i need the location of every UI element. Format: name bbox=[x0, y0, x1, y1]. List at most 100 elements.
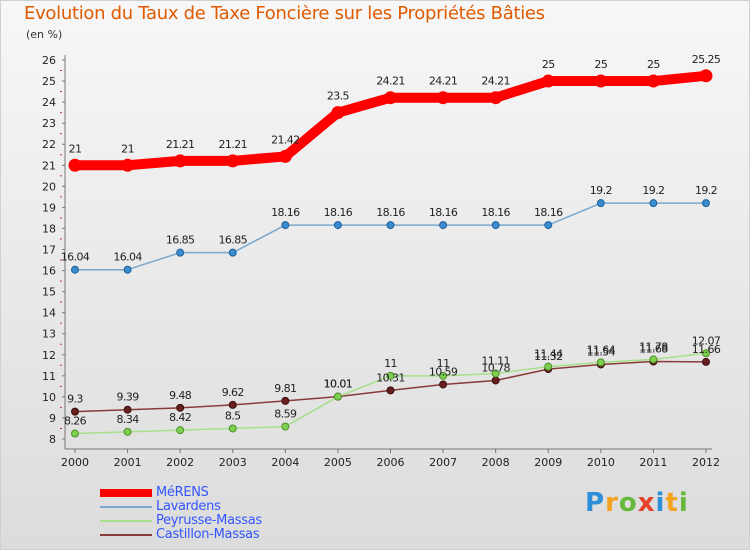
data-point-lavardens bbox=[702, 199, 710, 208]
data-label-merens: 25.25 bbox=[692, 53, 721, 66]
data-label-lavardens: 16.85 bbox=[166, 234, 195, 247]
logo-letter: P bbox=[585, 488, 606, 518]
logo-letter: i bbox=[678, 488, 689, 518]
data-label-castillon-massas: 10.31 bbox=[376, 371, 405, 384]
data-point-castillon-massas bbox=[71, 407, 79, 416]
data-point-peyrusse-massas bbox=[544, 362, 553, 371]
y-tick-label: 8 bbox=[49, 433, 56, 446]
data-label-merens: 24.21 bbox=[376, 75, 405, 88]
y-tick-label: 13 bbox=[42, 328, 56, 341]
x-tick-label: 2001 bbox=[114, 456, 142, 469]
data-label-lavardens: 16.04 bbox=[61, 251, 90, 264]
data-label-peyrusse-massas: 8.59 bbox=[274, 408, 297, 421]
data-point-merens bbox=[121, 158, 135, 172]
data-label-lavardens: 18.16 bbox=[271, 206, 300, 219]
y-tick-label: 15 bbox=[42, 286, 56, 299]
data-point-lavardens bbox=[596, 199, 605, 208]
data-point-peyrusse-massas bbox=[386, 371, 395, 380]
data-label-castillon-massas: 9.62 bbox=[222, 386, 244, 399]
logo-letter: x bbox=[637, 488, 656, 518]
x-tick-label: 2009 bbox=[534, 456, 562, 469]
logo-letter: i bbox=[655, 488, 666, 518]
data-label-castillon-massas: 10.78 bbox=[481, 361, 510, 374]
data-point-lavardens bbox=[123, 265, 132, 274]
legend-label: Lavardens bbox=[156, 499, 221, 514]
data-label-lavardens: 19.2 bbox=[590, 184, 612, 197]
data-point-lavardens bbox=[386, 221, 395, 230]
data-label-castillon-massas: 11.32 bbox=[534, 350, 563, 363]
data-point-merens bbox=[68, 158, 82, 172]
data-label-merens: 21.21 bbox=[166, 138, 195, 151]
data-point-merens bbox=[594, 74, 608, 88]
data-point-merens bbox=[646, 74, 660, 88]
y-tick-label: 12 bbox=[42, 349, 56, 362]
data-point-peyrusse-massas bbox=[439, 371, 448, 380]
data-label-merens: 21.21 bbox=[219, 138, 248, 151]
data-label-lavardens: 18.16 bbox=[429, 206, 458, 219]
legend-label: MéRENS bbox=[156, 485, 209, 500]
data-label-lavardens: 19.2 bbox=[642, 184, 664, 197]
data-label-lavardens: 18.16 bbox=[534, 206, 563, 219]
logo-letter: r bbox=[605, 488, 619, 518]
data-label-merens: 25 bbox=[594, 58, 607, 71]
legend-label: Peyrusse-Massas bbox=[156, 513, 262, 528]
data-label-lavardens: 16.85 bbox=[219, 234, 248, 247]
data-label-merens: 21.42 bbox=[271, 133, 300, 146]
series-line-merens bbox=[70, 70, 711, 171]
data-point-lavardens bbox=[491, 221, 500, 230]
data-label-peyrusse-massas: 11.44 bbox=[534, 348, 563, 361]
data-label-castillon-massas: 9.81 bbox=[274, 382, 296, 395]
data-point-peyrusse-massas bbox=[176, 426, 185, 435]
data-point-merens bbox=[699, 69, 713, 83]
y-tick-label: 21 bbox=[42, 159, 56, 172]
data-point-castillon-massas bbox=[491, 376, 500, 385]
unit-label: (en %) bbox=[26, 28, 63, 41]
y-tick-label: 22 bbox=[42, 138, 56, 151]
y-tick-label: 9 bbox=[49, 412, 56, 425]
data-label-peyrusse-massas: 11.11 bbox=[481, 355, 510, 368]
data-label-lavardens: 18.16 bbox=[376, 206, 405, 219]
data-point-lavardens bbox=[649, 199, 658, 208]
data-point-castillon-massas bbox=[281, 396, 290, 405]
data-label-peyrusse-massas: 11 bbox=[384, 357, 397, 370]
y-tick-label: 18 bbox=[42, 222, 56, 235]
data-point-merens bbox=[384, 91, 397, 105]
data-label-peyrusse-massas: 8.34 bbox=[117, 413, 140, 426]
x-tick-label: 2011 bbox=[639, 456, 667, 469]
y-tick-label: 16 bbox=[42, 265, 56, 278]
x-tick-label: 2006 bbox=[377, 456, 405, 469]
x-tick-label: 2007 bbox=[429, 456, 457, 469]
data-label-castillon-massas: 10.01 bbox=[324, 378, 353, 391]
proxiti-logo: Proxiti bbox=[585, 488, 689, 518]
data-label-lavardens: 16.04 bbox=[113, 251, 142, 264]
data-point-castillon-massas bbox=[702, 357, 710, 366]
x-tick-label: 2005 bbox=[324, 456, 352, 469]
data-label-castillon-massas: 9.39 bbox=[117, 391, 140, 404]
data-point-merens bbox=[541, 74, 555, 88]
y-tick-label: 24 bbox=[42, 96, 56, 109]
data-point-peyrusse-massas bbox=[123, 427, 132, 436]
data-point-peyrusse-massas bbox=[333, 392, 342, 401]
data-label-merens: 24.21 bbox=[481, 75, 510, 88]
logo-letter: o bbox=[618, 488, 638, 518]
y-tick-label: 23 bbox=[42, 117, 56, 130]
data-point-castillon-massas bbox=[386, 386, 395, 395]
y-tick-label: 10 bbox=[42, 391, 56, 404]
data-point-peyrusse-massas bbox=[596, 358, 605, 367]
chart-title: Evolution du Taux de Taxe Foncière sur l… bbox=[24, 3, 545, 24]
data-label-castillon-massas: 9.48 bbox=[169, 389, 192, 402]
data-point-merens bbox=[436, 91, 450, 105]
data-point-lavardens bbox=[176, 248, 185, 257]
data-label-peyrusse-massas: 8.26 bbox=[64, 415, 87, 428]
data-label-peyrusse-massas: 11.64 bbox=[587, 343, 616, 356]
legend-swatch bbox=[100, 489, 152, 497]
data-point-peyrusse-massas bbox=[491, 369, 500, 378]
data-point-peyrusse-massas bbox=[649, 355, 658, 364]
x-tick-label: 2010 bbox=[587, 456, 615, 469]
data-label-lavardens: 19.2 bbox=[695, 184, 717, 197]
data-point-merens bbox=[331, 106, 345, 120]
y-tick-label: 11 bbox=[42, 370, 56, 383]
y-tick-label: 25 bbox=[42, 75, 56, 88]
legend-swatch bbox=[100, 534, 152, 536]
